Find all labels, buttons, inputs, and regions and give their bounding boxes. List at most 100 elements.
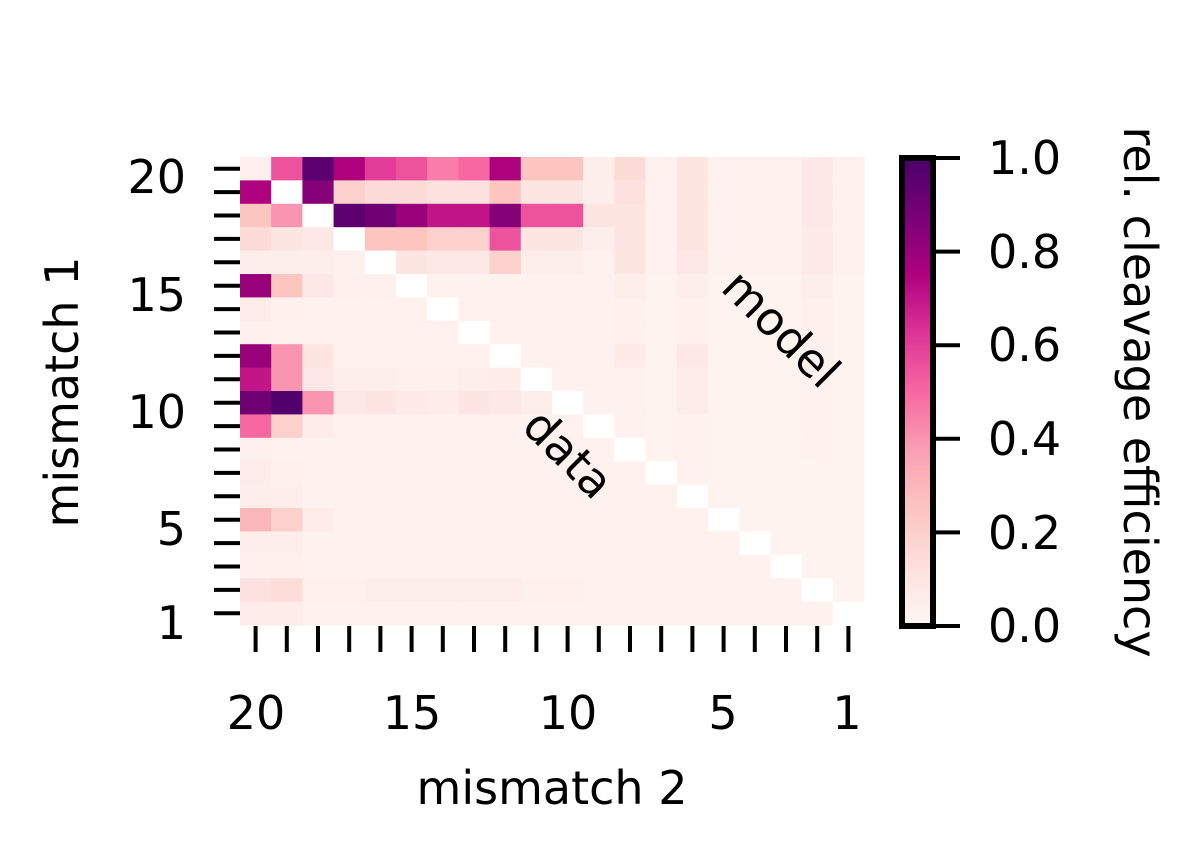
heatmap-cell [583, 227, 615, 252]
heatmap-cell [614, 554, 647, 579]
heatmap-cell [552, 320, 584, 345]
heatmap-cell [832, 227, 865, 252]
heatmap-cell [240, 157, 272, 181]
heatmap-cell [364, 203, 397, 228]
heatmap-cell [396, 391, 428, 415]
heatmap-cell [832, 367, 865, 392]
heatmap-cell [240, 227, 272, 252]
heatmap-cell [240, 531, 272, 556]
heatmap-cell [708, 250, 740, 275]
heatmap-cell [708, 437, 740, 462]
heatmap-cell [645, 461, 678, 486]
heatmap-cell [832, 180, 865, 205]
heatmap-cell [645, 250, 678, 275]
heatmap-cell [271, 391, 303, 415]
heatmap-cell [583, 414, 615, 439]
heatmap-cell [708, 227, 740, 252]
heatmap-cell [801, 274, 834, 298]
heatmap-cell [364, 250, 397, 275]
heatmap-cell [302, 554, 335, 579]
heatmap-cell [458, 461, 491, 486]
heatmap-cell [427, 531, 459, 556]
heatmap-cell [240, 250, 272, 275]
heatmap-cell [302, 367, 335, 392]
heatmap-cell [489, 297, 522, 322]
heatmap-cell [489, 320, 522, 345]
heatmap-cell [645, 508, 678, 532]
heatmap-cell [240, 391, 272, 415]
heatmap-cell [583, 344, 615, 369]
heatmap-cell [333, 391, 366, 415]
heatmap-cell [552, 531, 584, 556]
heatmap-cell [271, 320, 303, 345]
heatmap-cell [832, 320, 865, 345]
heatmap-cell [520, 391, 553, 415]
heatmap-cell [770, 297, 803, 322]
heatmap-cell [832, 578, 865, 603]
x-tick-label: 20 [227, 686, 286, 740]
heatmap-cell [770, 274, 803, 298]
heatmap-cell [520, 250, 553, 275]
heatmap-cell [271, 274, 303, 298]
heatmap-cell [427, 320, 459, 345]
heatmap-cell [552, 227, 584, 252]
heatmap-cell [832, 601, 865, 626]
heatmap-cell [801, 508, 834, 532]
heatmap-cell [333, 157, 366, 181]
heatmap-cell [396, 554, 428, 579]
heatmap-cell [427, 414, 459, 439]
heatmap-cell [583, 157, 615, 181]
heatmap-cell [302, 414, 335, 439]
heatmap-cell [676, 203, 709, 228]
heatmap-cell [333, 554, 366, 579]
heatmap-cell [489, 531, 522, 556]
heatmap-cell [240, 414, 272, 439]
heatmap-cell [552, 297, 584, 322]
heatmap-cell [458, 414, 491, 439]
heatmap-cell [240, 461, 272, 486]
heatmap-cell [708, 461, 740, 486]
heatmap-cell [271, 461, 303, 486]
heatmap-cell [427, 461, 459, 486]
heatmap-cell [271, 508, 303, 532]
heatmap-cell [739, 554, 771, 579]
heatmap-cell [302, 461, 335, 486]
heatmap-cell [364, 601, 397, 626]
heatmap-cell [645, 531, 678, 556]
heatmap-cell [708, 367, 740, 392]
heatmap-cell [333, 203, 366, 228]
heatmap-cell [396, 367, 428, 392]
heatmap-cell [427, 274, 459, 298]
heatmap-cell [739, 180, 771, 205]
heatmap-cell [676, 391, 709, 415]
heatmap-cell [489, 157, 522, 181]
colorbar-label: rel. cleavage efficiency [1113, 126, 1167, 657]
heatmap-cell [770, 203, 803, 228]
heatmap-cell [427, 391, 459, 415]
heatmap-cell [552, 250, 584, 275]
heatmap-cell [676, 554, 709, 579]
heatmap-cell [520, 227, 553, 252]
heatmap-cell [583, 508, 615, 532]
heatmap-cell [396, 437, 428, 462]
heatmap-cell [583, 274, 615, 298]
heatmap-cell [552, 203, 584, 228]
heatmap-cell [645, 297, 678, 322]
heatmap-cell [364, 437, 397, 462]
heatmap-cell [708, 391, 740, 415]
heatmap-cell [520, 601, 553, 626]
heatmap-cell [427, 367, 459, 392]
heatmap-cell [801, 391, 834, 415]
heatmap-cell [645, 203, 678, 228]
heatmap-cell [614, 508, 647, 532]
heatmap-cell [396, 344, 428, 369]
heatmap-cell [739, 344, 771, 369]
heatmap-cell [770, 227, 803, 252]
heatmap-cell [364, 344, 397, 369]
heatmap-cell [333, 601, 366, 626]
heatmap-cell [458, 203, 491, 228]
heatmap-cell [583, 461, 615, 486]
heatmap-cell [364, 157, 397, 181]
heatmap-cell [458, 157, 491, 181]
heatmap-cell [770, 344, 803, 369]
